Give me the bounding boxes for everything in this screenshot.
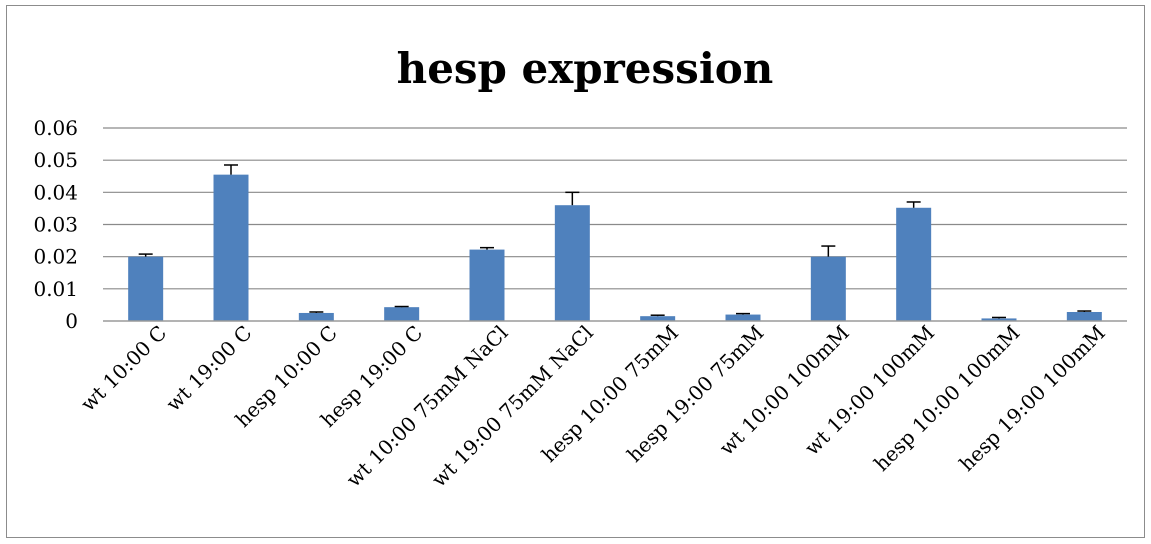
- bar: [128, 256, 164, 321]
- chart: hesp expression 0.06 0.05 0.04 0.03 0.02 0.01…: [33, 44, 1127, 492]
- x-tick-label: wt 10:00 C: [76, 321, 171, 416]
- y-tick-label: 0: [65, 309, 78, 333]
- y-tick-label: 0.02: [33, 245, 78, 269]
- bars: [128, 174, 1102, 321]
- bar: [981, 318, 1017, 321]
- bar: [213, 174, 249, 321]
- x-tick-label: wt 10:00 75mM NaCl: [341, 321, 512, 492]
- x-tick-label: wt 19:00 75mM NaCl: [427, 321, 598, 492]
- bar: [554, 205, 590, 321]
- bar: [298, 312, 334, 321]
- bar: [469, 249, 505, 321]
- y-tick-label: 0.05: [33, 148, 78, 172]
- bar: [1066, 311, 1102, 321]
- y-tick-label: 0.06: [33, 116, 78, 140]
- chart-frame: hesp expression 0.06 0.05 0.04 0.03 0.02 0.01…: [6, 5, 1145, 538]
- bar: [725, 314, 761, 321]
- bar: [640, 316, 676, 321]
- y-tick-label: 0.01: [33, 277, 78, 301]
- y-axis-ticks: 0.06 0.05 0.04 0.03 0.02 0.01 0: [33, 116, 78, 333]
- bar: [384, 307, 420, 321]
- gridlines: [103, 127, 1127, 290]
- error-bars: [138, 164, 1092, 319]
- y-tick-label: 0.04: [33, 180, 78, 204]
- bar: [810, 256, 846, 321]
- chart-title: hesp expression: [397, 44, 774, 93]
- x-tick-label: wt 19:00 C: [161, 321, 256, 416]
- x-tick-label: hesp 10:00 100mM: [869, 321, 1024, 476]
- y-tick-label: 0.03: [33, 213, 78, 237]
- x-tick-label: hesp 19:00 100mM: [954, 321, 1109, 476]
- bar: [896, 207, 932, 321]
